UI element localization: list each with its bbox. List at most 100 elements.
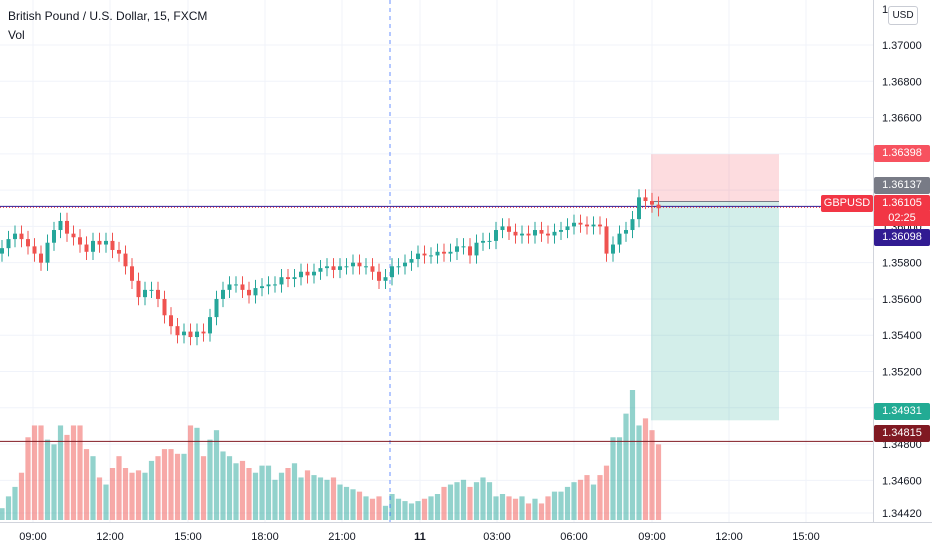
candle-body: [396, 266, 401, 268]
candle-body: [572, 222, 576, 227]
volume-bar: [441, 486, 447, 520]
candle-body: [338, 266, 342, 270]
volume-bar: [512, 498, 519, 520]
stop-loss-zone[interactable]: [651, 154, 779, 202]
volume-bar: [382, 505, 389, 520]
candle-body: [448, 251, 453, 254]
x-tick-label: 09:00: [19, 531, 47, 543]
take-profit-zone[interactable]: [651, 201, 779, 421]
volume-bar: [285, 468, 291, 520]
candle-body: [286, 277, 290, 279]
volume-bar: [246, 468, 252, 520]
symbol-tag: GBPUSD: [821, 195, 873, 212]
volume-bar: [142, 472, 148, 520]
candle-body: [656, 204, 661, 209]
volume-bar: [213, 430, 220, 520]
volume-bar: [343, 486, 350, 520]
bar-countdown: 02:25: [874, 211, 930, 226]
candle-body: [305, 271, 310, 276]
volume-bar: [584, 475, 590, 520]
x-tick-label: 06:00: [560, 531, 588, 543]
candle-body: [240, 284, 245, 290]
candle-body: [429, 255, 433, 257]
candle-body: [6, 239, 11, 249]
horizontal-line-price-label: 1.34815: [874, 425, 930, 442]
candle-body: [422, 253, 427, 256]
volume-bar: [252, 472, 259, 520]
chart-title: British Pound / U.S. Dollar, 15, FXCM: [8, 9, 208, 23]
candle-body: [214, 298, 219, 318]
candle-body: [650, 201, 654, 205]
candle-body: [643, 197, 648, 201]
candle-body: [455, 246, 459, 252]
x-tick-label: 12:00: [96, 531, 124, 543]
candlesticks: [0, 189, 661, 346]
candle-body: [565, 226, 570, 231]
candle-body: [117, 249, 121, 254]
volume-bar: [350, 489, 356, 520]
candle-body: [52, 230, 56, 243]
candle-body: [539, 230, 544, 234]
candle-body: [481, 240, 485, 243]
x-tick-label: 09:00: [638, 531, 666, 543]
candle-body: [71, 233, 76, 238]
volume-bar: [603, 465, 610, 520]
candle-body: [169, 315, 173, 327]
volume-bar: [311, 475, 317, 520]
candle-body: [318, 268, 323, 272]
volume-bar: [655, 444, 662, 520]
volume-bar: [577, 479, 584, 520]
candle-body: [149, 289, 154, 291]
candle-body: [266, 284, 271, 287]
volume-bar: [616, 437, 623, 520]
candle-body: [331, 266, 336, 270]
candle-body: [630, 219, 635, 231]
volume-bar: [148, 460, 155, 520]
candle-body: [91, 240, 95, 252]
x-tick-label: 12:00: [715, 531, 743, 543]
candle-body: [546, 233, 550, 236]
candle-body: [585, 224, 589, 227]
candle-body: [130, 266, 134, 281]
candle-body: [526, 233, 531, 236]
volume-bar: [480, 477, 486, 520]
bid-price-label: 1.36098: [874, 229, 930, 246]
y-tick-label: 1.34600: [882, 475, 922, 487]
candle-body: [78, 237, 82, 245]
candle-body: [260, 286, 264, 289]
candle-body: [578, 222, 583, 225]
candle-body: [162, 298, 167, 316]
x-tick-label: 15:00: [174, 531, 202, 543]
candle-body: [513, 231, 518, 236]
volume-bar: [291, 463, 298, 520]
currency-button[interactable]: USD: [888, 6, 918, 25]
candle-body: [611, 244, 615, 254]
volume-bar: [395, 498, 402, 520]
volume-bar: [135, 470, 142, 520]
candle-body: [344, 266, 349, 268]
candle-body: [221, 289, 225, 299]
y-tick-label: 1.: [882, 4, 891, 16]
candle-body: [45, 242, 50, 263]
volume-bar: [415, 501, 421, 520]
candle-body: [416, 253, 420, 260]
x-tick-label: 15:00: [792, 531, 820, 543]
candle-body: [273, 284, 277, 286]
volume-bar: [610, 437, 616, 520]
volume-bar: [25, 437, 31, 520]
candle-body: [533, 230, 537, 236]
volume-bar: [369, 498, 376, 520]
volume-bar: [525, 503, 532, 520]
volume-bar: [428, 496, 434, 520]
current-price-label: 1.36105: [874, 195, 930, 212]
candle-body: [312, 271, 316, 276]
volume-bar: [70, 425, 77, 520]
candle-body: [201, 331, 206, 334]
volume-bar: [597, 475, 603, 520]
candle-body: [58, 220, 63, 231]
volume-bar: [408, 503, 415, 520]
candle-body: [357, 262, 362, 267]
candle-body: [39, 253, 43, 263]
volume-bar: [298, 477, 304, 520]
